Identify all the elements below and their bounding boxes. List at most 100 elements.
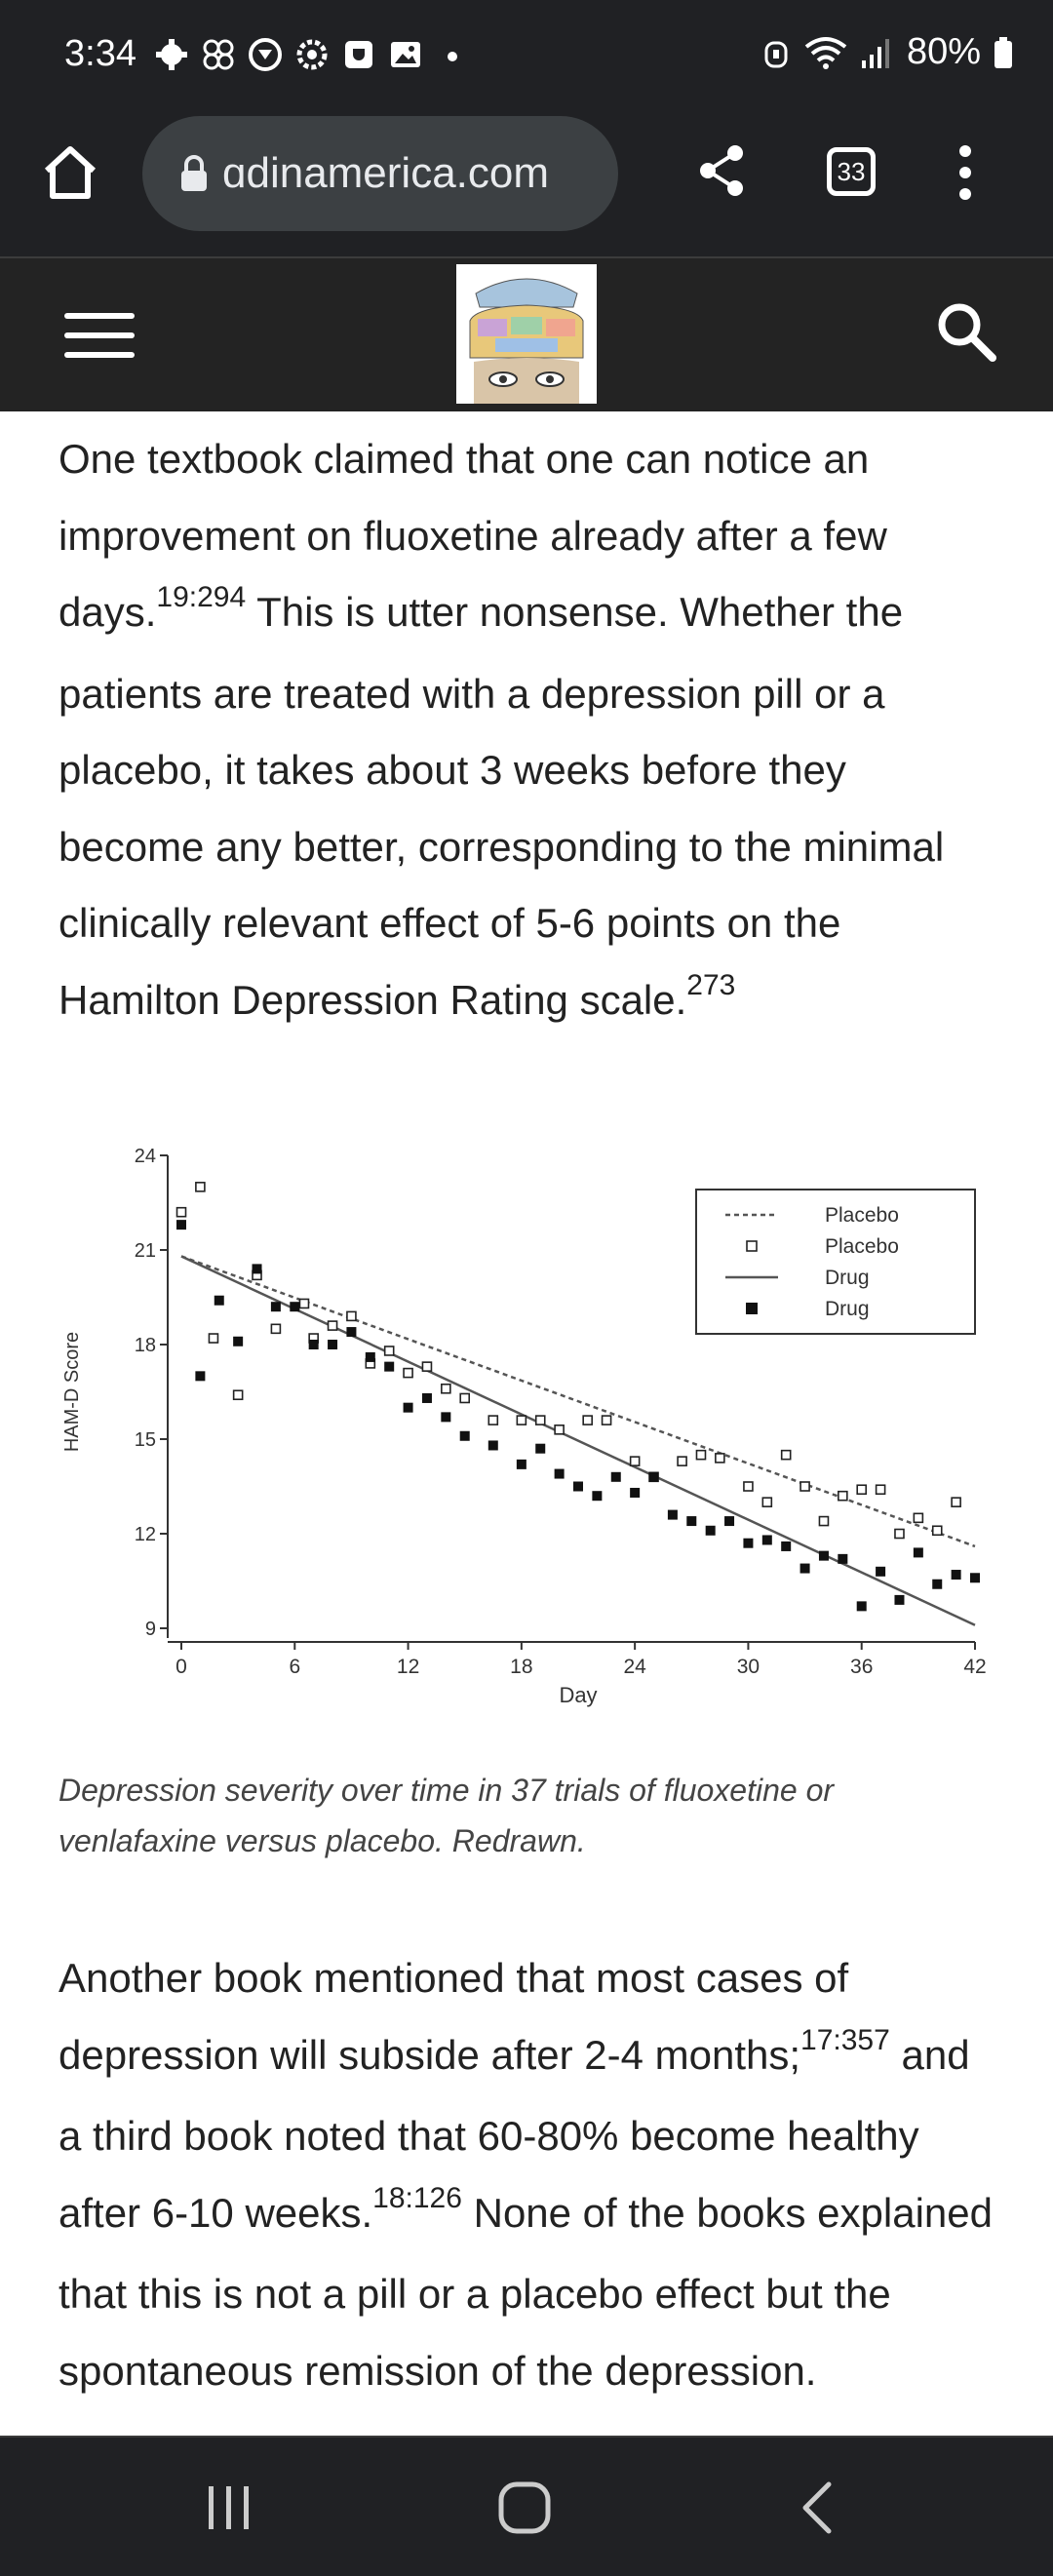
more-options-icon[interactable]	[954, 141, 977, 204]
article-paragraph-2: Another book mentioned that most cases o…	[58, 1940, 994, 2409]
placebo-point	[327, 1320, 338, 1331]
legend-label: Drug	[825, 1267, 870, 1289]
back-icon[interactable]	[798, 2478, 837, 2537]
drug-point	[403, 1402, 413, 1413]
placebo-point	[195, 1182, 206, 1192]
signal-icon	[861, 38, 889, 68]
drug-point	[630, 1487, 641, 1498]
placebo-point	[629, 1456, 641, 1466]
drug-point	[365, 1351, 375, 1362]
drug-point	[592, 1491, 603, 1502]
drug-point	[970, 1573, 980, 1583]
status-notification-icons	[152, 35, 472, 74]
x-tick-label: 6	[289, 1656, 300, 1678]
drug-point	[648, 1471, 659, 1482]
drug-point	[818, 1550, 829, 1561]
legend-label: Placebo	[825, 1235, 899, 1258]
placebo-point	[208, 1333, 219, 1344]
y-tick-label: 24	[135, 1146, 156, 1167]
paragraph-text: None of the books explained that this is…	[58, 2189, 993, 2394]
drug-point	[573, 1481, 583, 1492]
placebo-point	[951, 1497, 961, 1507]
x-tick-label: 12	[397, 1656, 419, 1678]
drug-point	[459, 1430, 470, 1441]
status-bar: 3:34 80%	[0, 0, 1053, 112]
placebo-point	[677, 1456, 687, 1466]
brain-head-logo	[469, 278, 584, 404]
share-icon[interactable]	[694, 141, 749, 200]
placebo-point	[800, 1481, 810, 1492]
citation-link[interactable]: 273	[686, 968, 736, 1001]
drug-point	[252, 1264, 262, 1274]
battery-icon	[994, 36, 1012, 68]
x-tick-label: 0	[176, 1656, 187, 1678]
wifi-icon	[804, 36, 847, 69]
gallery-icon	[391, 42, 420, 67]
placebo-point	[695, 1449, 707, 1461]
browser-toolbar: ɑdinamerica.com 33	[0, 112, 1053, 258]
drug-point	[290, 1302, 300, 1312]
hamburger-menu-icon[interactable]	[64, 311, 135, 360]
scatter-chart: 9 12 15 18 21 24 0 6 12 18 24 30 36 42 Day HAM-D Score P…	[61, 1146, 987, 1707]
y-tick-label: 9	[145, 1619, 156, 1640]
placebo-point	[441, 1383, 451, 1394]
x-tick-label: 18	[510, 1656, 532, 1678]
status-system-icons: 80%	[760, 31, 1014, 73]
drug-point	[328, 1340, 338, 1349]
alarm-icon	[764, 41, 788, 67]
drug-point	[214, 1295, 224, 1306]
address-bar[interactable]: ɑdinamerica.com	[142, 116, 618, 231]
drug-point	[743, 1538, 754, 1548]
paragraph-text: and a third book noted that 60-80% becom…	[58, 2031, 970, 2236]
placebo-point	[554, 1424, 565, 1435]
search-icon[interactable]	[934, 299, 998, 364]
placebo-point	[913, 1512, 924, 1524]
placebo-point	[894, 1528, 905, 1540]
y-tick-label: 21	[135, 1240, 156, 1262]
citation-link[interactable]: 19:294	[156, 581, 247, 613]
drug-point	[516, 1459, 526, 1469]
article-paragraph-1: One textbook claimed that one can notice…	[58, 421, 994, 1043]
placebo-point	[534, 1415, 546, 1425]
placebo-point	[715, 1453, 725, 1464]
placebo-point	[403, 1367, 413, 1379]
recents-icon[interactable]	[205, 2480, 254, 2535]
drug-point	[856, 1601, 867, 1612]
drug-point	[176, 1220, 186, 1230]
article-content-2: Another book mentioned that most cases o…	[58, 1940, 994, 2409]
gear-icon	[156, 39, 187, 70]
drug-point	[800, 1563, 810, 1574]
drug-point	[441, 1412, 451, 1423]
drug-point	[535, 1443, 546, 1454]
y-axis-label: HAM-D Score	[61, 1332, 83, 1452]
drug-point	[308, 1340, 319, 1349]
legend-label: Placebo	[825, 1204, 899, 1227]
tab-switcher-button[interactable]: 33	[827, 147, 876, 196]
placebo-point	[931, 1525, 943, 1537]
placebo-point	[875, 1484, 886, 1496]
hamd-chart-figure: 9 12 15 18 21 24 0 6 12 18 24 30 36 42 Day HAM-D Score P…	[49, 1131, 1004, 1755]
site-logo[interactable]	[456, 264, 597, 404]
legend-swatch-filled-square	[746, 1303, 758, 1314]
citation-link[interactable]: 18:126	[372, 2181, 462, 2214]
drug-point	[913, 1547, 923, 1558]
battery-percent: 80%	[906, 31, 981, 72]
article-content: One textbook claimed that one can notice…	[58, 421, 994, 1043]
y-tick-label: 12	[135, 1524, 156, 1545]
drug-point	[667, 1509, 678, 1520]
url-text: ɑdinamerica.com	[222, 149, 550, 197]
placebo-point	[838, 1490, 848, 1502]
placebo-point	[780, 1449, 792, 1461]
placebo-point	[582, 1415, 593, 1425]
placebo-point	[383, 1346, 395, 1356]
home-icon[interactable]	[39, 141, 101, 204]
nav-home-icon[interactable]	[495, 2478, 554, 2537]
drug-point	[724, 1516, 735, 1527]
drug-point	[346, 1327, 357, 1338]
drug-point	[270, 1302, 281, 1312]
drug-point	[951, 1570, 961, 1581]
y-tick-label: 18	[135, 1335, 156, 1356]
paragraph-text: One textbook claimed that one can notice…	[58, 436, 887, 635]
dot-icon	[448, 52, 457, 61]
citation-link[interactable]: 17:357	[800, 2023, 890, 2056]
